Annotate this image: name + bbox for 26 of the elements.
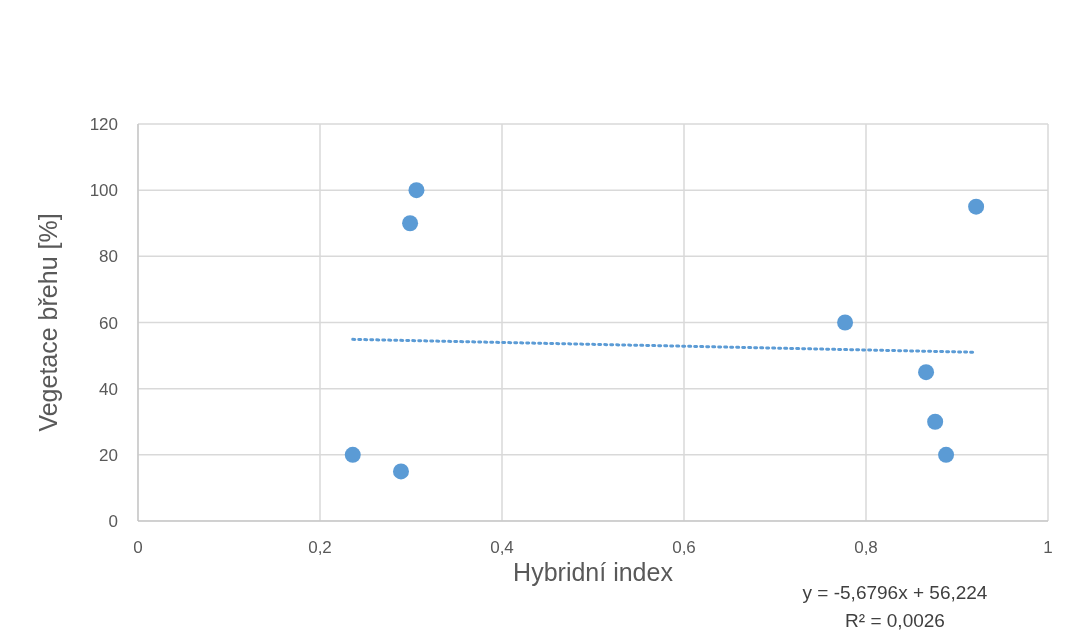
x-axis-title: Hybridní index	[513, 558, 674, 586]
text: y = -5,6796x + 56,224	[801, 582, 989, 604]
x-tick-label: 0	[133, 538, 143, 558]
y-tick-label: 0	[108, 512, 118, 532]
y-tick-label: 60	[99, 313, 118, 333]
text: R² = 0,0026	[844, 610, 946, 632]
point	[918, 364, 935, 381]
y-tick-label: 100	[89, 181, 118, 201]
y-axis-title: Vegetace břehu [%]	[33, 213, 62, 432]
x-tick-label: 0,6	[672, 538, 696, 558]
x-tick-label: 0,8	[854, 538, 878, 558]
y-tick-label: 40	[99, 379, 118, 399]
point	[408, 182, 425, 199]
x-tick-label: 0,2	[308, 538, 332, 558]
y-tick-label: 20	[99, 445, 118, 465]
y-tick-label: 80	[99, 247, 118, 267]
y-tick-label: 120	[89, 115, 118, 135]
x-tick-label: 0,4	[490, 538, 514, 558]
point	[968, 198, 985, 215]
point	[938, 446, 955, 463]
x-tick-label: 1	[1043, 538, 1053, 558]
point	[927, 413, 944, 430]
point	[344, 446, 361, 463]
point	[392, 463, 409, 480]
point	[837, 314, 854, 331]
point	[402, 215, 419, 232]
